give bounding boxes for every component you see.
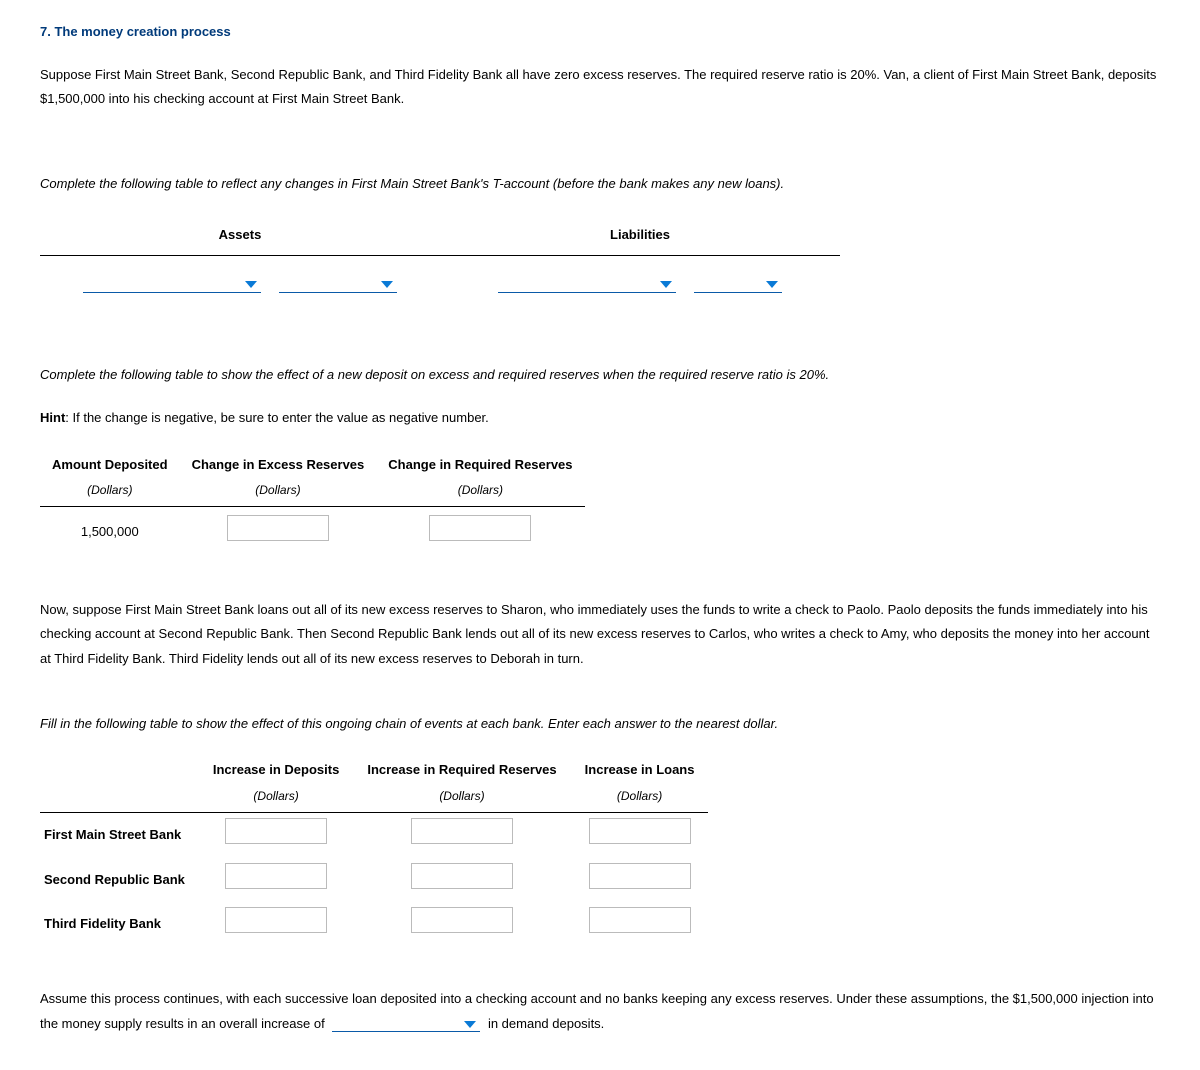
fmsb-deposits-input[interactable] xyxy=(225,818,327,844)
liabilities-amount-dropdown[interactable] xyxy=(694,270,782,293)
section-heading: 7. The money creation process xyxy=(40,20,1160,45)
reserves-table: Amount Deposited Change in Excess Reserv… xyxy=(40,451,585,558)
amount-deposited-value: 1,500,000 xyxy=(40,506,180,557)
chevron-down-icon xyxy=(660,281,672,288)
instruction-3: Fill in the following table to show the … xyxy=(40,712,1160,737)
chevron-down-icon xyxy=(766,281,778,288)
assets-amount-dropdown[interactable] xyxy=(279,270,397,293)
tfb-loans-input[interactable] xyxy=(589,907,691,933)
excess-reserves-input[interactable] xyxy=(227,515,329,541)
chain-table: Increase in Deposits Increase in Require… xyxy=(40,756,708,947)
chevron-down-icon xyxy=(381,281,393,288)
chain-col3-header: Increase in Loans xyxy=(571,756,709,785)
tfb-deposits-input[interactable] xyxy=(225,907,327,933)
reserves-col1-header: Amount Deposited xyxy=(40,451,180,480)
reserves-col1-sub: (Dollars) xyxy=(40,479,180,506)
chain-row-2-label: Second Republic Bank xyxy=(40,858,199,903)
overall-increase-dropdown[interactable] xyxy=(332,1021,480,1032)
reserves-col2-sub: (Dollars) xyxy=(180,479,377,506)
liabilities-category-dropdown[interactable] xyxy=(498,270,676,293)
fmsb-loans-input[interactable] xyxy=(589,818,691,844)
fmsb-required-input[interactable] xyxy=(411,818,513,844)
chain-col3-sub: (Dollars) xyxy=(571,785,709,812)
assets-category-dropdown[interactable] xyxy=(83,270,261,293)
scenario-paragraph: Now, suppose First Main Street Bank loan… xyxy=(40,598,1160,672)
t-account-liabilities-header: Liabilities xyxy=(440,215,840,256)
chain-col2-sub: (Dollars) xyxy=(353,785,570,812)
table-row: Third Fidelity Bank xyxy=(40,902,708,947)
tfb-required-input[interactable] xyxy=(411,907,513,933)
final-paragraph: Assume this process continues, with each… xyxy=(40,987,1160,1036)
chain-col2-header: Increase in Required Reserves xyxy=(353,756,570,785)
chain-col1-header: Increase in Deposits xyxy=(199,756,353,785)
reserves-col3-header: Change in Required Reserves xyxy=(376,451,584,480)
reserves-col2-header: Change in Excess Reserves xyxy=(180,451,377,480)
srb-loans-input[interactable] xyxy=(589,863,691,889)
chain-col1-sub: (Dollars) xyxy=(199,785,353,812)
chain-row-3-label: Third Fidelity Bank xyxy=(40,902,199,947)
table-row: Second Republic Bank xyxy=(40,858,708,903)
hint-text: Hint: If the change is negative, be sure… xyxy=(40,406,1160,431)
hint-label: Hint xyxy=(40,410,65,425)
required-reserves-input[interactable] xyxy=(429,515,531,541)
reserves-col3-sub: (Dollars) xyxy=(376,479,584,506)
instruction-2: Complete the following table to show the… xyxy=(40,363,1160,388)
chevron-down-icon xyxy=(245,281,257,288)
t-account-assets-header: Assets xyxy=(40,215,440,256)
table-row: First Main Street Bank xyxy=(40,812,708,857)
chevron-down-icon xyxy=(464,1021,476,1028)
srb-deposits-input[interactable] xyxy=(225,863,327,889)
srb-required-input[interactable] xyxy=(411,863,513,889)
instruction-1: Complete the following table to reflect … xyxy=(40,172,1160,197)
chain-row-1-label: First Main Street Bank xyxy=(40,812,199,857)
intro-paragraph: Suppose First Main Street Bank, Second R… xyxy=(40,63,1160,112)
t-account-table: Assets Liabilities xyxy=(40,215,840,303)
